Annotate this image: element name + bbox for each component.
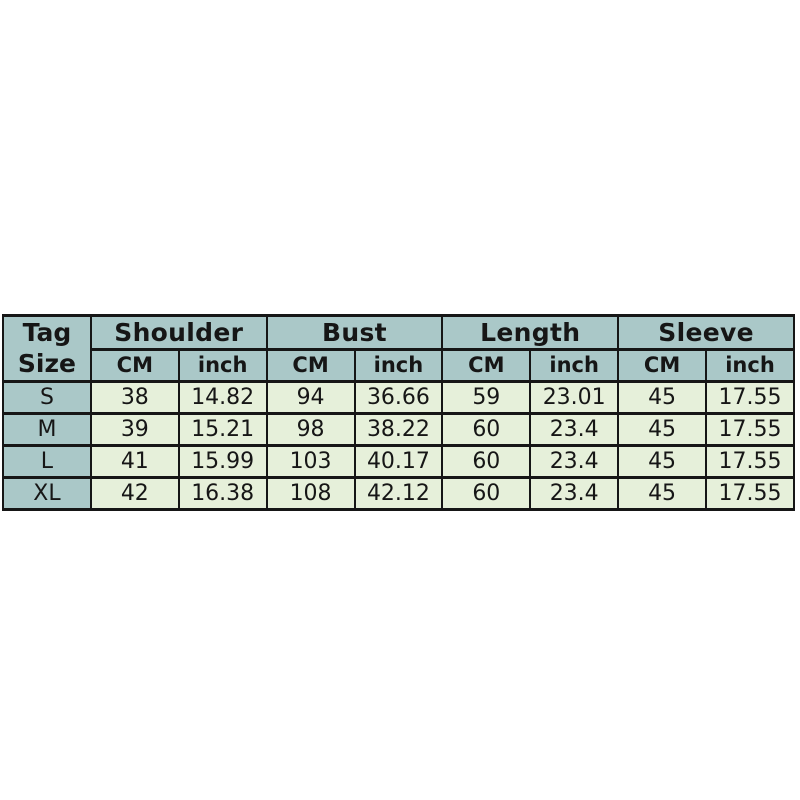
value-cell: 60 xyxy=(441,411,532,447)
value-cell: 45 xyxy=(617,443,707,479)
table-row-m: M 39 15.21 98 38.22 60 23.4 45 17.55 xyxy=(2,411,795,447)
group-header-row: Tag Size Shoulder Bust Length Sleeve xyxy=(2,313,795,383)
unit-header-length-cm: CM xyxy=(441,348,532,383)
unit-header-sleeve-cm: CM xyxy=(617,348,707,383)
value-cell: 23.4 xyxy=(529,475,620,511)
value-cell: 40.17 xyxy=(353,443,444,479)
value-cell: 45 xyxy=(617,475,707,511)
table-row-xl: XL 42 16.38 108 42.12 60 23.4 45 17.55 xyxy=(2,475,795,511)
value-cell: 15.21 xyxy=(177,411,268,447)
table-row-l: L 41 15.99 103 40.17 60 23.4 45 17.55 xyxy=(2,443,795,479)
value-cell: 98 xyxy=(265,411,356,447)
size-label-cell: L xyxy=(2,443,92,479)
tag-size-line2: Size xyxy=(17,349,76,379)
value-cell: 23.4 xyxy=(529,411,620,447)
value-cell: 17.55 xyxy=(705,411,795,447)
value-cell: 94 xyxy=(265,379,356,415)
value-cell: 23.4 xyxy=(529,443,620,479)
group-header-length: Length xyxy=(441,313,620,352)
group-header-sleeve: Sleeve xyxy=(617,313,795,352)
value-cell: 38 xyxy=(89,379,180,415)
unit-header-bust-inch: inch xyxy=(353,348,444,383)
tag-size-line1: Tag xyxy=(22,318,72,347)
tag-size-header-cell: Tag Size xyxy=(2,314,92,383)
value-cell: 17.55 xyxy=(705,379,795,415)
value-cell: 60 xyxy=(441,475,532,511)
value-cell: 16.38 xyxy=(177,475,268,511)
size-chart-container: Tag Size Shoulder Bust Length Sleeve CM … xyxy=(2,313,795,511)
value-cell: 17.55 xyxy=(705,443,795,479)
size-label-cell: S xyxy=(2,379,92,415)
value-cell: 23.01 xyxy=(529,379,620,415)
unit-header-row: CM inch CM inch CM inch CM inch xyxy=(3,348,795,383)
table-body: S 38 14.82 94 36.66 59 23.01 45 17.55 M … xyxy=(2,379,795,511)
value-cell: 108 xyxy=(265,475,356,511)
value-cell: 39 xyxy=(89,411,180,447)
value-cell: 36.66 xyxy=(353,379,444,415)
value-cell: 45 xyxy=(617,411,707,447)
value-cell: 42.12 xyxy=(353,475,444,511)
unit-header-bust-cm: CM xyxy=(265,348,356,383)
value-cell: 14.82 xyxy=(177,379,268,415)
table-header: Tag Size Shoulder Bust Length Sleeve CM … xyxy=(2,313,795,383)
unit-header-shoulder-inch: inch xyxy=(177,348,268,383)
size-label-cell: M xyxy=(2,411,92,447)
unit-header-length-inch: inch xyxy=(529,348,620,383)
size-label-cell: XL xyxy=(2,475,92,511)
unit-header-sleeve-inch: inch xyxy=(705,348,795,383)
value-cell: 103 xyxy=(265,443,356,479)
value-cell: 45 xyxy=(617,379,707,415)
value-cell: 60 xyxy=(441,443,532,479)
group-header-bust: Bust xyxy=(265,313,444,352)
size-chart-table: Tag Size Shoulder Bust Length Sleeve CM … xyxy=(2,313,795,511)
value-cell: 15.99 xyxy=(177,443,268,479)
table-row-s: S 38 14.82 94 36.66 59 23.01 45 17.55 xyxy=(2,379,795,415)
value-cell: 17.55 xyxy=(705,475,795,511)
value-cell: 38.22 xyxy=(353,411,444,447)
value-cell: 41 xyxy=(89,443,180,479)
value-cell: 59 xyxy=(441,379,532,415)
unit-header-shoulder-cm: CM xyxy=(89,348,180,383)
group-header-shoulder: Shoulder xyxy=(89,313,268,352)
value-cell: 42 xyxy=(89,475,180,511)
